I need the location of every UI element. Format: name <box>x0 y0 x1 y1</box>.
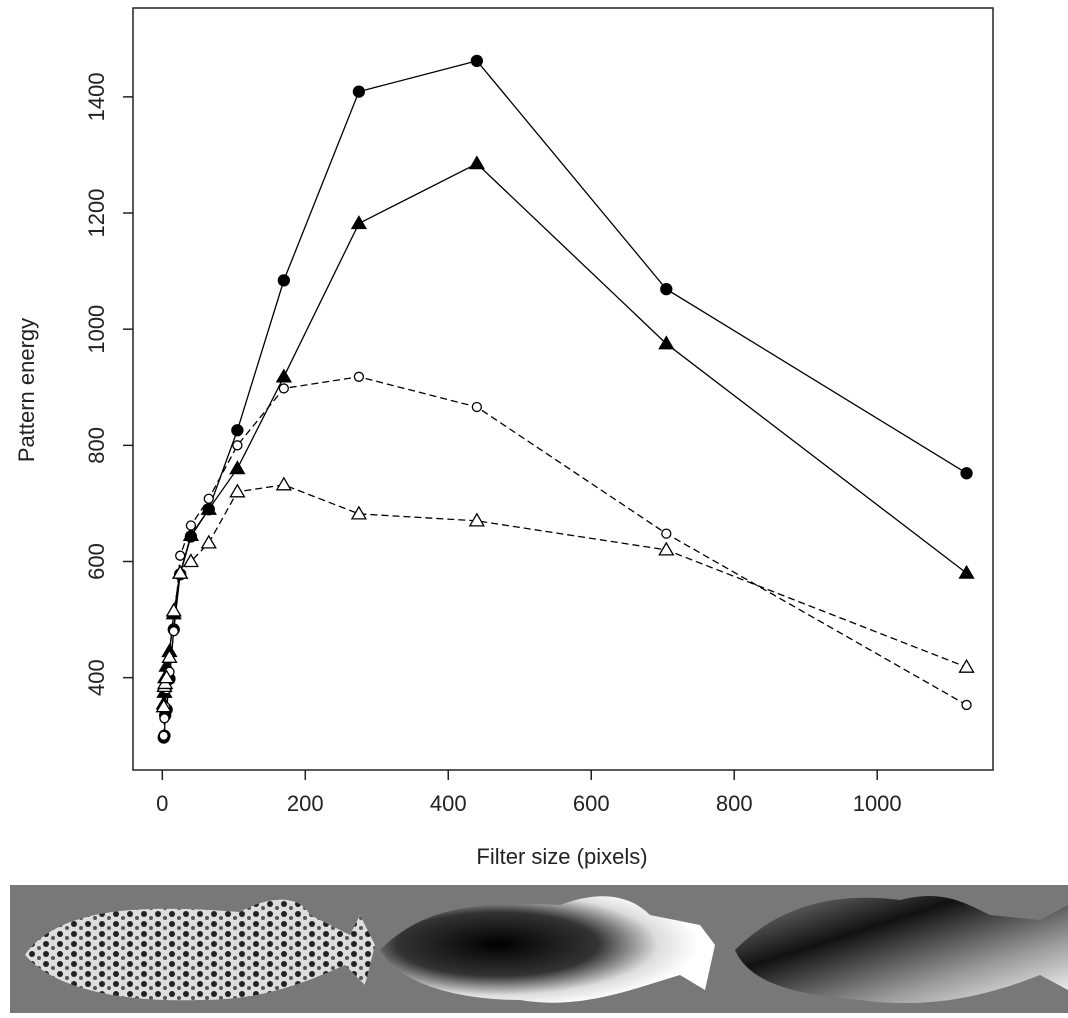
x-tick-label: 600 <box>573 791 610 816</box>
point <box>182 553 200 568</box>
x-tick-label: 800 <box>716 791 753 816</box>
point <box>960 467 973 480</box>
point <box>278 383 289 394</box>
point <box>468 155 485 170</box>
fish-strip <box>10 885 1068 1013</box>
y-tick-label: 600 <box>84 543 109 580</box>
x-tick-label: 0 <box>156 791 168 816</box>
point <box>232 440 243 451</box>
point <box>155 698 172 713</box>
point <box>203 493 214 504</box>
point <box>168 626 179 637</box>
point <box>158 730 169 741</box>
point <box>229 483 246 498</box>
x-tick-label: 200 <box>287 791 324 816</box>
point <box>175 550 186 561</box>
series-line <box>163 484 967 707</box>
point <box>961 699 972 711</box>
point <box>275 476 292 491</box>
point <box>468 512 485 527</box>
series-line <box>163 60 967 738</box>
series-line <box>163 162 967 704</box>
point <box>182 527 200 542</box>
point <box>350 505 368 520</box>
plot-frame <box>132 7 994 771</box>
point <box>658 335 675 350</box>
y-tick-label: 1400 <box>84 72 109 121</box>
x-axis-label: Filter size (pixels) <box>476 844 647 869</box>
series-line <box>163 376 967 736</box>
x-tick-label: 400 <box>430 791 467 816</box>
point <box>185 520 197 531</box>
point <box>159 713 170 724</box>
point <box>958 658 975 673</box>
point <box>277 274 290 287</box>
point <box>471 401 483 413</box>
point <box>352 85 366 98</box>
y-tick-label: 1000 <box>84 305 109 354</box>
point <box>172 564 189 579</box>
x-tick-label: 1000 <box>853 791 902 816</box>
y-axis-label: Pattern energy <box>14 318 39 462</box>
point <box>229 460 246 475</box>
point <box>350 215 368 230</box>
point <box>200 500 217 515</box>
point <box>231 424 244 437</box>
point <box>958 564 975 579</box>
point <box>165 602 182 617</box>
point <box>158 669 175 684</box>
y-tick-label: 400 <box>84 659 109 696</box>
point <box>200 534 217 549</box>
point <box>353 371 365 382</box>
y-tick-label: 1200 <box>84 189 109 238</box>
point <box>658 541 675 556</box>
y-tick-label: 800 <box>84 427 109 464</box>
point <box>275 368 292 383</box>
point <box>661 528 672 539</box>
point <box>470 54 484 68</box>
point <box>161 649 178 663</box>
point <box>660 282 673 296</box>
